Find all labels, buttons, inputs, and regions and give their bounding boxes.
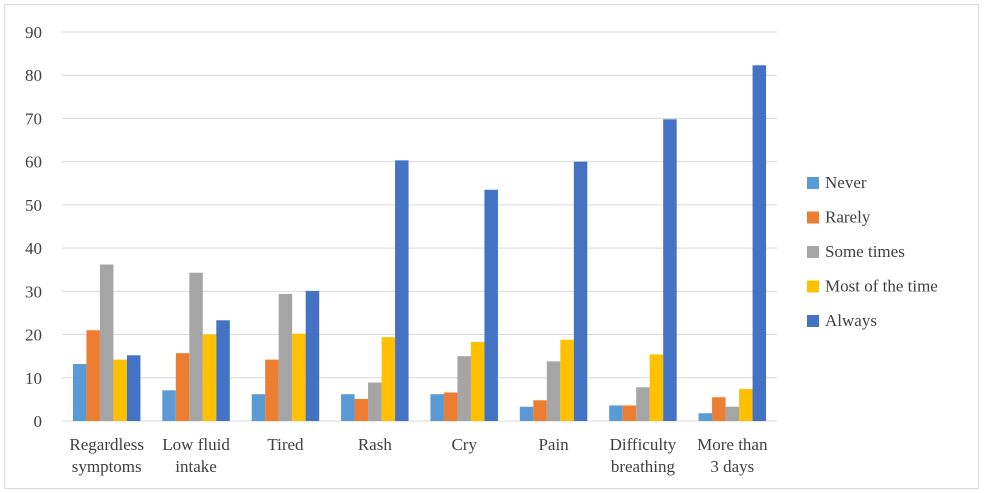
legend-swatch-some-times [807, 246, 819, 258]
legend-label: Always [825, 311, 877, 330]
chart-frame: 0 10 20 30 40 50 60 70 80 90 Regardless symptoms Lo… [4, 4, 979, 489]
legend-swatch-rarely [807, 211, 819, 224]
y-tick-label: 10 [25, 369, 42, 388]
bar-never [609, 405, 623, 421]
y-tick-label: 20 [25, 326, 42, 345]
category-label: Pain [538, 435, 569, 454]
bar-never [162, 390, 176, 421]
bar-most-of-the-time [649, 354, 664, 421]
legend-label: Rarely [825, 208, 871, 227]
category-label: Cry [451, 435, 477, 454]
bar-never [341, 394, 355, 421]
bar-always [126, 355, 141, 421]
bar-most-of-the-time [292, 333, 306, 421]
bar-always [395, 160, 409, 421]
y-tick-label: 60 [25, 153, 42, 172]
y-tick-label: 90 [25, 23, 42, 42]
bar-never [72, 363, 87, 421]
bar-rarely [354, 398, 369, 421]
bar-most-of-the-time [470, 341, 485, 421]
category-label: breathing [611, 457, 676, 476]
bar-some-times [278, 293, 293, 421]
bar-always [305, 290, 320, 421]
bar-never [519, 406, 534, 421]
legend-swatch-always [807, 315, 819, 327]
category-label: intake [175, 457, 217, 476]
legend-label: Some times [825, 242, 905, 261]
bar-rarely [622, 405, 637, 421]
y-axis-tick-labels: 0 10 20 30 40 50 60 70 80 90 [25, 23, 42, 431]
bar-rarely [443, 392, 458, 421]
legend: Never Rarely Some times Most of the time Alw… [807, 173, 938, 330]
bar-never [251, 394, 266, 421]
bar-chart: 0 10 20 30 40 50 60 70 80 90 Regardless symptoms Lo… [25, 23, 938, 476]
bar-some-times [725, 406, 740, 421]
bar-most-of-the-time [739, 389, 753, 421]
bar-always [484, 189, 498, 421]
bar-some-times [546, 361, 561, 421]
category-label: 3 days [710, 457, 754, 476]
bar-always [573, 161, 588, 421]
bar-always [216, 320, 230, 421]
bar-rarely [175, 353, 190, 421]
legend-swatch-never [807, 177, 819, 189]
y-tick-label: 40 [25, 239, 42, 258]
y-tick-label: 0 [34, 412, 43, 431]
bars [72, 65, 767, 421]
category-label: Rash [358, 435, 393, 454]
bar-never [430, 394, 444, 421]
bar-some-times [457, 356, 471, 421]
y-tick-label: 70 [25, 109, 42, 128]
bar-most-of-the-time [202, 334, 217, 421]
bar-most-of-the-time [381, 337, 396, 421]
category-label: Low fluid [162, 435, 230, 454]
bar-some-times [636, 387, 650, 421]
y-tick-label: 50 [25, 196, 42, 215]
category-label: Regardless [69, 435, 144, 454]
legend-label: Never [825, 173, 867, 192]
bar-some-times [99, 264, 114, 421]
bar-always [663, 119, 677, 421]
category-label: Difficulty [610, 435, 677, 454]
bar-rarely [533, 400, 547, 421]
bar-rarely [265, 359, 279, 421]
y-tick-label: 30 [25, 282, 42, 301]
category-label: More than [697, 435, 768, 454]
bar-some-times [368, 382, 382, 421]
category-label: symptoms [72, 457, 142, 476]
x-axis-category-labels: Regardless symptoms Low fluid intake Tired Ra… [69, 435, 768, 476]
bar-never [698, 413, 713, 421]
bar-most-of-the-time [560, 339, 574, 421]
y-tick-label: 80 [25, 66, 42, 85]
legend-label: Most of the time [825, 277, 938, 296]
bar-always [752, 65, 767, 421]
bar-most-of-the-time [113, 359, 127, 421]
bar-rarely [86, 330, 100, 421]
legend-swatch-most-of-the-time [807, 280, 819, 293]
category-label: Tired [267, 435, 304, 454]
bar-rarely [712, 397, 726, 421]
bar-some-times [189, 272, 203, 421]
